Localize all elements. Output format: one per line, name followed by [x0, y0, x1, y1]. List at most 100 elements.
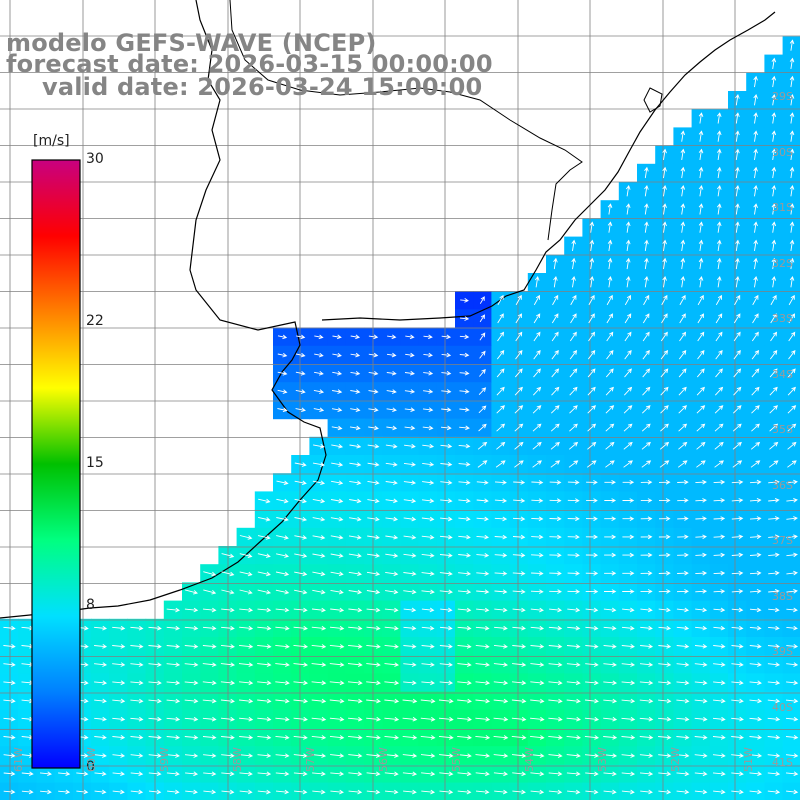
wind-arrow: [349, 462, 362, 467]
wind-arrow: [166, 662, 181, 667]
wind-arrow: [496, 368, 505, 378]
wind-arrow: [405, 352, 415, 358]
wind-arrow: [625, 275, 631, 288]
wind-arrow: [607, 221, 613, 233]
wind-arrow: [457, 698, 472, 704]
wind-arrow: [677, 498, 689, 503]
wind-arrow: [513, 480, 526, 485]
wind-arrow: [94, 771, 107, 777]
wind-arrow: [567, 480, 580, 485]
wind-arrow: [677, 534, 689, 540]
wind-arrow: [220, 716, 235, 722]
wind-arrow: [735, 239, 740, 251]
wind-arrow: [589, 257, 595, 270]
wind-arrow: [475, 771, 490, 777]
wind-arrow: [660, 368, 669, 378]
wind-arrow: [571, 257, 576, 270]
wind-arrow: [641, 423, 651, 432]
model-title: modelo GEFS-WAVE (NCEP): [6, 29, 377, 57]
wind-arrow: [606, 331, 614, 342]
wind-arrow: [457, 716, 472, 722]
wind-arrow: [658, 570, 671, 576]
wind-arrow: [403, 662, 417, 667]
wind-arrow: [476, 571, 490, 576]
wind-arrow: [676, 680, 690, 686]
wind-arrow: [367, 443, 380, 449]
wind-arrow: [644, 203, 649, 215]
wind-arrow: [549, 534, 562, 540]
wind-arrow: [658, 644, 672, 649]
wind-arrow: [662, 275, 667, 288]
wind-arrow: [749, 607, 762, 613]
wind-arrow: [294, 589, 308, 595]
wind-arrow: [735, 148, 740, 160]
wind-arrow: [239, 571, 253, 577]
wind-arrow: [698, 203, 704, 215]
wind-arrow: [678, 386, 687, 396]
wind-arrow: [604, 480, 616, 485]
wind-arrow: [644, 257, 649, 270]
wind-arrow: [366, 789, 381, 795]
wind-arrow: [202, 680, 217, 686]
wind-arrow: [530, 735, 545, 740]
wind-arrow: [567, 552, 580, 558]
wind-arrow: [788, 349, 796, 360]
wind-arrow: [166, 771, 180, 777]
wind-arrow: [293, 753, 308, 758]
wind-arrow: [184, 753, 199, 758]
wind-arrow: [662, 148, 667, 160]
wind-arrow: [713, 479, 726, 485]
wind-arrow: [403, 607, 417, 613]
wind-arrow: [622, 516, 635, 521]
wind-arrow: [530, 662, 545, 667]
wind-arrow: [420, 735, 436, 740]
colorbar: [31, 159, 81, 769]
wind-arrow: [659, 441, 670, 450]
wind-arrow: [148, 680, 162, 686]
wind-arrow: [586, 498, 598, 503]
wind-arrow: [368, 407, 379, 413]
wind-arrow: [731, 771, 744, 777]
longitude-label: 51W: [742, 747, 755, 772]
wind-arrow: [457, 735, 472, 740]
wind-arrow: [767, 789, 781, 795]
wind-arrow: [94, 680, 108, 686]
wind-arrow: [239, 625, 254, 631]
wind-arrow: [769, 349, 778, 360]
wind-arrow: [458, 462, 471, 467]
wind-arrow: [662, 257, 667, 270]
wind-arrow: [238, 662, 254, 667]
wind-arrow: [640, 498, 653, 503]
wind-arrow: [641, 441, 651, 450]
wind-arrow: [753, 239, 758, 251]
wind-arrow: [644, 239, 649, 251]
wind-arrow: [421, 644, 435, 649]
wind-arrow: [585, 534, 599, 540]
wind-arrow: [511, 680, 527, 686]
wind-arrow: [624, 294, 631, 306]
wind-arrow: [786, 789, 799, 795]
wind-arrow: [314, 371, 324, 376]
wind-arrow: [569, 423, 578, 432]
wind-arrow: [312, 589, 326, 595]
wind-arrow: [385, 443, 398, 449]
inland-border: [229, 0, 583, 241]
wind-arrow: [679, 331, 687, 342]
wind-arrow: [348, 553, 362, 558]
wind-arrow: [295, 407, 306, 413]
wind-arrow: [112, 716, 126, 722]
wind-arrow: [658, 716, 672, 722]
wind-arrow: [494, 516, 508, 522]
colorbar-tick-label: 0: [86, 759, 95, 775]
colorbar-tick-label: 8: [86, 596, 95, 613]
wind-arrow: [475, 680, 491, 686]
wind-arrow: [458, 480, 471, 485]
wind-arrow: [603, 644, 617, 649]
wind-arrow: [441, 407, 452, 412]
wind-arrow: [384, 698, 400, 704]
wind-arrow: [677, 516, 689, 521]
wind-arrow: [662, 166, 667, 179]
wind-arrow: [680, 148, 686, 160]
wind-arrow: [311, 735, 327, 740]
wind-arrow: [587, 423, 597, 432]
